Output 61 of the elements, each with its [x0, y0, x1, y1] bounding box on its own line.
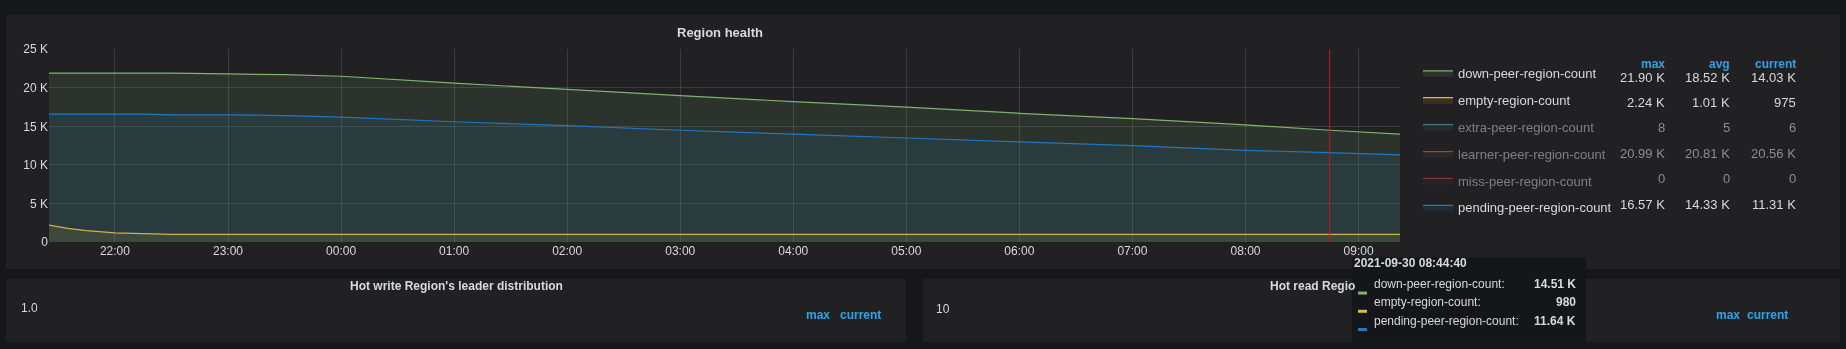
text: Hot write Region's leader distribution [350, 279, 563, 293]
text: 14.51 K [1534, 277, 1577, 291]
chart-title: Region health [677, 25, 764, 40]
text: 0 [1658, 171, 1666, 186]
text: 5 [1723, 120, 1731, 135]
text: max [1716, 308, 1741, 322]
text: 10 [936, 302, 950, 316]
x-tick-label: 02:00 [552, 244, 583, 259]
x-tick-label: 05:00 [891, 244, 922, 259]
text: max [1641, 57, 1666, 71]
text: 14.33 K [1685, 197, 1731, 212]
x-tick-label: 06:00 [1004, 244, 1035, 259]
text: 20.99 K [1620, 146, 1666, 161]
x-tick-label: 08:00 [1230, 244, 1261, 259]
x-tick-label: 09:00 [1343, 244, 1374, 259]
x-tick-label: 03:00 [665, 244, 696, 259]
text: 975 [1774, 95, 1796, 110]
text: 18.52 K [1685, 70, 1731, 85]
legend-label: learner-peer-region-count [1458, 146, 1606, 162]
y-tick-label: 15 K [23, 119, 48, 134]
text: current [840, 308, 882, 322]
text: empty-region-count: [1374, 295, 1481, 309]
text: 2021-09-30 08:44:40 [1354, 256, 1468, 270]
x-tick-label: 00:00 [326, 244, 357, 259]
legend-label: pending-peer-region-count [1458, 200, 1612, 216]
x-tick-label: 04:00 [778, 244, 809, 259]
y-tick-label: 10 K [23, 158, 48, 173]
text: 980 [1556, 295, 1577, 309]
text: 11.31 K [1752, 197, 1797, 212]
text: 0 [1789, 171, 1797, 186]
y-tick-label: 20 K [23, 81, 48, 96]
text: current [1747, 308, 1789, 322]
y-tick-label: 25 K [23, 42, 48, 57]
text: pending-peer-region-count: [1374, 314, 1519, 328]
text: 20.81 K [1685, 146, 1731, 161]
y-tick-label: 5 K [29, 196, 48, 211]
text: Hot read Regio [1270, 279, 1356, 293]
x-tick-label: 07:00 [1117, 244, 1148, 259]
text: 11.64 K [1534, 314, 1576, 328]
x-tick-label: 01:00 [439, 244, 470, 259]
text: avg [1709, 57, 1730, 71]
text: 6 [1789, 120, 1797, 135]
text: 1.01 K [1692, 95, 1730, 110]
text: 14.03 K [1751, 70, 1797, 85]
text: down-peer-region-count: [1374, 277, 1505, 291]
text: 21.90 K [1620, 70, 1666, 85]
text: 0 [1723, 171, 1731, 186]
x-tick-label: 23:00 [212, 244, 244, 259]
text: max [806, 308, 831, 322]
legend-label: miss-peer-region-count [1458, 173, 1593, 189]
y-tick-label: 0 [41, 235, 49, 250]
legend-label: down-peer-region-count [1458, 65, 1597, 81]
text: 1.0 [21, 301, 39, 315]
text: 20.56 K [1751, 146, 1797, 161]
legend-label: empty-region-count [1458, 92, 1571, 108]
legend-label: extra-peer-region-count [1458, 119, 1595, 135]
x-tick-label: 22:00 [99, 244, 131, 259]
text: 2.24 K [1627, 95, 1665, 110]
text: current [1755, 57, 1797, 71]
text: 16.57 K [1620, 197, 1666, 212]
text: 8 [1658, 120, 1666, 135]
